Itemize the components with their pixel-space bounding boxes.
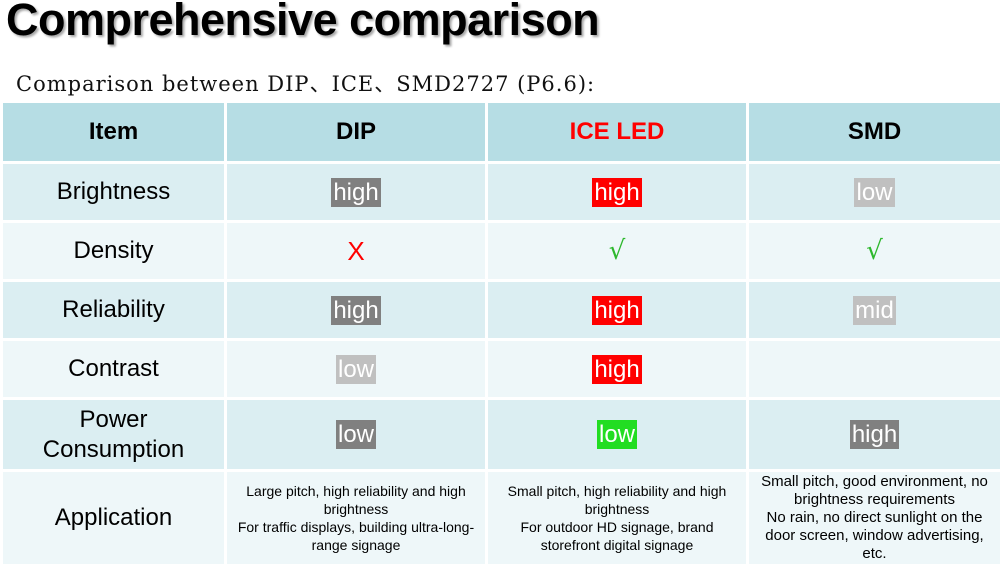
- rating-badge: high: [331, 177, 381, 207]
- row-label-line: Consumption: [42, 435, 185, 463]
- row-label: Brightness: [0, 161, 227, 223]
- cell-smd: low: [746, 161, 1000, 223]
- rating-badge: high: [592, 354, 642, 384]
- cell-ice: low: [485, 397, 749, 472]
- application-text: Small pitch, good environment, no bright…: [761, 473, 988, 508]
- cell-dip: high: [224, 161, 488, 223]
- cell-smd: [746, 338, 1000, 400]
- table-row-power-consumption: Power Consumption low low high: [0, 397, 1000, 472]
- row-label-line: Power: [79, 405, 148, 433]
- rating-badge: high: [331, 295, 381, 325]
- cell-smd: Small pitch, good environment, no bright…: [746, 469, 1000, 567]
- cell-smd: high: [746, 397, 1000, 472]
- rating-badge: high: [849, 420, 900, 449]
- x-mark-icon: X: [347, 235, 365, 266]
- cell-ice: Small pitch, high reliability and high b…: [485, 469, 749, 567]
- row-label: Density: [0, 220, 227, 282]
- table-header-row: Item DIP ICE LED SMD: [0, 100, 1000, 164]
- page-title: Comprehensive comparison: [6, 0, 600, 45]
- check-mark-icon: √: [866, 236, 883, 266]
- cell-dip: high: [224, 279, 488, 341]
- rating-badge: low: [596, 420, 637, 449]
- rating-badge: low: [335, 354, 376, 384]
- cell-ice: √: [485, 220, 749, 282]
- header-ice-led: ICE LED: [485, 100, 749, 164]
- table-row-contrast: Contrast low high: [0, 338, 1000, 400]
- table-row-application: Application Large pitch, high reliabilit…: [0, 469, 1000, 567]
- row-label: Reliability: [0, 279, 227, 341]
- cell-ice: high: [485, 161, 749, 223]
- row-label: Application: [0, 469, 227, 567]
- rating-badge: low: [854, 177, 895, 207]
- row-label: Contrast: [0, 338, 227, 400]
- cell-ice: high: [485, 338, 749, 400]
- application-text: No rain, no direct sunlight on the door …: [765, 509, 984, 562]
- application-text: For outdoor HD signage, brand storefront…: [520, 519, 714, 553]
- rating-badge: high: [592, 295, 642, 325]
- cell-dip: Large pitch, high reliability and high b…: [224, 469, 488, 567]
- application-text: For traffic displays, building ultra-lon…: [237, 519, 475, 553]
- rating-badge: high: [592, 177, 642, 207]
- cell-dip: low: [224, 338, 488, 400]
- rating-badge: mid: [853, 295, 896, 325]
- application-text: Small pitch, high reliability and high b…: [507, 483, 727, 517]
- check-mark-icon: √: [608, 236, 626, 266]
- cell-ice: high: [485, 279, 749, 341]
- table-row-brightness: Brightness high high low: [0, 161, 1000, 223]
- table-row-reliability: Reliability high high mid: [0, 279, 1000, 341]
- page-subtitle: Comparison between DIP、ICE、SMD2727 (P6.6…: [16, 72, 596, 96]
- cell-dip: low: [224, 397, 488, 472]
- cell-smd: √: [746, 220, 1000, 282]
- table-row-density: Density X √ √: [0, 220, 1000, 282]
- cell-dip: X: [224, 220, 488, 282]
- row-label: Power Consumption: [0, 397, 227, 472]
- rating-badge: low: [335, 420, 376, 449]
- cell-smd: mid: [746, 279, 1000, 341]
- header-item: Item: [0, 100, 227, 164]
- header-smd: SMD: [746, 100, 1000, 164]
- header-dip: DIP: [224, 100, 488, 164]
- application-text: Large pitch, high reliability and high b…: [246, 483, 466, 517]
- comparison-table: Item DIP ICE LED SMD Brightness high hig…: [0, 100, 1000, 567]
